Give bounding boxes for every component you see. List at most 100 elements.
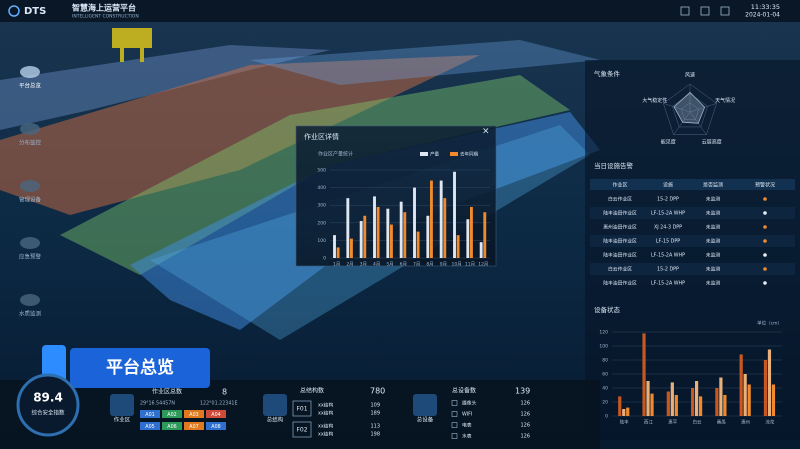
x-tick-label: 2月 — [346, 262, 353, 268]
y-tick-label: 500 — [317, 168, 326, 174]
device-icon — [451, 400, 458, 406]
nav-item[interactable]: 管理设备 — [19, 196, 42, 204]
header-icon[interactable] — [700, 6, 710, 16]
status-dot — [763, 225, 767, 229]
group-box — [292, 400, 312, 417]
bar — [413, 187, 416, 258]
x-tick-label: 7月 — [413, 262, 420, 268]
radar-label: 天气情况 — [715, 97, 735, 104]
area-tag-label: A07 — [189, 424, 198, 430]
app-title: 智慧海上运营平台 — [72, 3, 136, 13]
bar — [691, 388, 695, 416]
item-value: 113 — [370, 424, 380, 430]
radar-grid — [680, 102, 700, 120]
bar — [483, 212, 487, 258]
nav-item[interactable]: 平台总览 — [19, 82, 42, 90]
y-tick-label: 0 — [323, 256, 326, 262]
bar — [430, 180, 433, 258]
row-bg — [590, 263, 795, 275]
nav-icon[interactable] — [20, 123, 40, 135]
area-tag[interactable] — [140, 422, 160, 430]
nav-icon[interactable] — [20, 180, 40, 192]
close-button[interactable]: × — [482, 127, 490, 137]
nav-icon[interactable] — [20, 237, 40, 249]
coord: 29°16.54457N — [140, 401, 175, 407]
area-tag[interactable] — [162, 422, 182, 430]
area-tag-label: A02 — [167, 412, 176, 418]
section-icon — [413, 394, 437, 416]
area-tag[interactable] — [206, 422, 226, 430]
nav-item[interactable]: 水质监测 — [19, 310, 42, 318]
cell: XJ 24-3 DPP — [654, 225, 682, 231]
bar — [699, 396, 703, 416]
y-tick-label: 100 — [317, 238, 326, 244]
area-tag[interactable] — [184, 410, 204, 418]
section-count: 8 — [222, 388, 227, 397]
cell: 未监测 — [706, 224, 721, 231]
cell: 白云作业区 — [608, 196, 632, 203]
section-icon — [263, 394, 287, 416]
area-tag[interactable] — [184, 422, 204, 430]
x-tick-label: 惠平 — [668, 419, 677, 426]
bar — [399, 201, 403, 258]
bar — [674, 395, 678, 416]
item-value: 198 — [370, 432, 380, 438]
date: 2024-01-04 — [745, 12, 780, 19]
x-tick-label: 8月 — [426, 262, 433, 268]
radar-label: 云层高度 — [702, 138, 722, 145]
column-header: 设施 — [663, 182, 673, 189]
radar-label: 风速 — [685, 73, 695, 79]
nav-item[interactable]: 应急预警 — [19, 253, 42, 261]
bar — [363, 215, 367, 258]
cell: 惠州油田作业区 — [603, 224, 637, 231]
area-tag-label: A06 — [167, 424, 176, 430]
bar — [439, 180, 443, 258]
time: 11:33:35 — [751, 3, 780, 11]
cell: 未监测 — [706, 210, 721, 217]
status-dot — [763, 239, 767, 243]
header-icon[interactable] — [680, 6, 690, 16]
bar — [767, 349, 772, 416]
item-name: 水表 — [462, 433, 472, 440]
bar — [723, 395, 727, 416]
status-dot — [763, 211, 767, 215]
nav-icon[interactable] — [20, 66, 40, 78]
nav-icon[interactable] — [20, 294, 40, 306]
group-box — [292, 421, 312, 438]
bar — [443, 198, 447, 258]
device-icon — [451, 422, 458, 428]
area-tag[interactable] — [140, 410, 160, 418]
header-bar — [0, 0, 800, 22]
bar — [470, 206, 473, 258]
bar — [376, 206, 380, 258]
nav-item[interactable]: 分布监控 — [19, 139, 42, 147]
x-tick-label: 9月 — [440, 262, 447, 268]
area-tag[interactable] — [162, 410, 182, 418]
cell: 陆丰油田作业区 — [603, 210, 637, 217]
x-tick-label: 12月 — [478, 262, 488, 268]
bar — [642, 333, 646, 416]
table-header — [590, 179, 795, 190]
header-icon[interactable] — [720, 6, 730, 16]
x-tick-label: 10月 — [452, 262, 462, 268]
bar — [346, 198, 350, 258]
area-tag[interactable] — [206, 410, 226, 418]
y-tick-label: 200 — [317, 220, 326, 226]
row-bg — [590, 235, 795, 247]
cell: 未监测 — [706, 266, 721, 273]
logo: DTS — [24, 6, 46, 17]
item-name: xx结构 — [318, 431, 333, 438]
bar — [626, 407, 630, 416]
cell: 陆丰油田作业区 — [603, 280, 637, 287]
bar — [426, 215, 430, 258]
radar-axis — [689, 103, 717, 113]
section-icon — [110, 394, 134, 416]
bar — [763, 360, 768, 416]
y-tick-label: 40 — [602, 386, 608, 392]
item-value: 126 — [520, 423, 530, 429]
panel-title: 设备状态 — [594, 305, 621, 314]
legend-label: 去年同期 — [460, 151, 478, 158]
status-dot — [763, 253, 767, 257]
radar-grid — [663, 83, 717, 135]
